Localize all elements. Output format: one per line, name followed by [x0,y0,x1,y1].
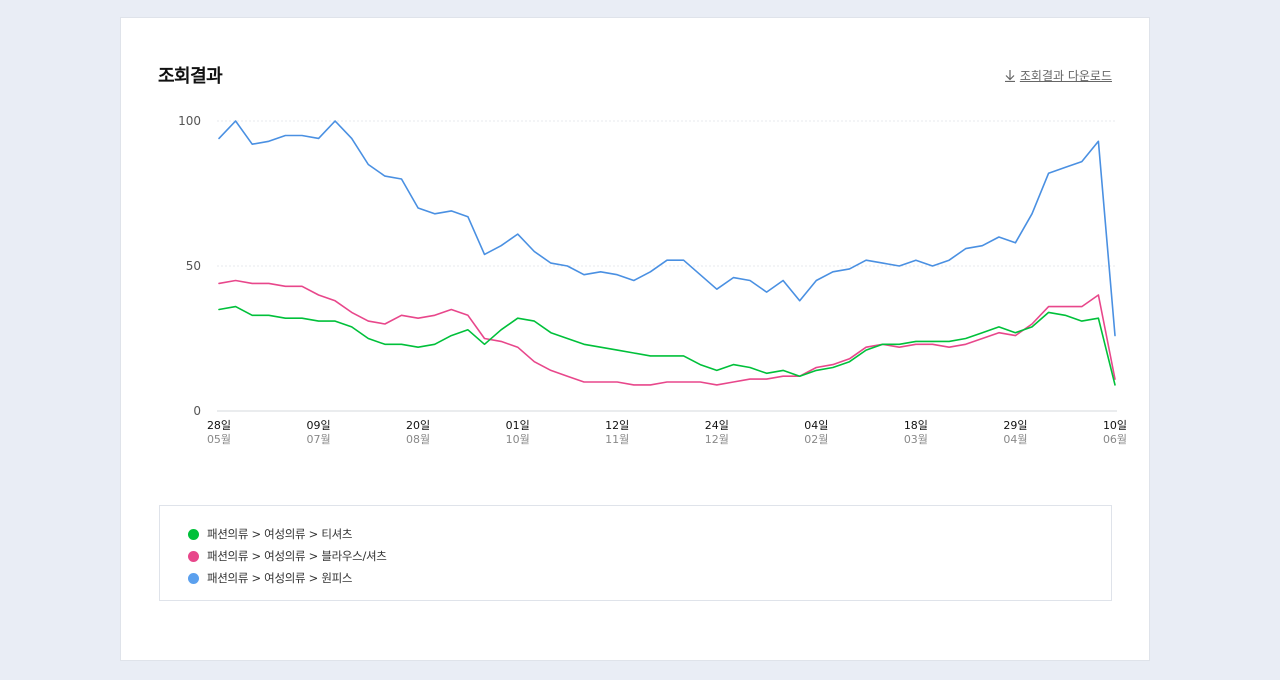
legend-item[interactable]: 패션의류 > 여성의류 > 티셔츠 [188,523,1111,545]
legend-item[interactable]: 패션의류 > 여성의류 > 원피스 [188,567,1111,589]
x-tick-month-label: 03월 [904,433,928,446]
download-results-button[interactable]: 조회결과 다운로드 [1004,67,1112,84]
x-tick-month-label: 05월 [207,433,231,446]
legend-dot [188,572,199,584]
legend-dot [188,528,199,540]
x-tick-month-label: 06월 [1103,433,1127,446]
x-tick-day-label: 09일 [306,418,330,432]
panel-title: 조회결과 [158,66,223,87]
x-tick-month-label: 11월 [605,433,629,446]
legend-label: 패션의류 > 여성의류 > 블라우스/셔츠 [207,549,387,563]
x-tick-day-label: 01일 [506,418,530,432]
x-tick-day-label: 10일 [1103,418,1127,432]
x-tick-day-label: 28일 [207,418,231,432]
download-icon [1004,69,1016,82]
x-tick-month-label: 04월 [1003,433,1027,446]
legend-item[interactable]: 패션의류 > 여성의류 > 블라우스/셔츠 [188,545,1111,567]
y-tick-label: 0 [193,404,201,418]
legend-dot [188,550,199,562]
legend-label: 패션의류 > 여성의류 > 원피스 [207,571,353,585]
x-tick-day-label: 20일 [406,418,430,432]
x-tick-day-label: 18일 [904,418,928,432]
x-tick-month-label: 12월 [705,433,729,446]
series-line [218,305,1116,386]
x-tick-day-label: 29일 [1003,418,1027,432]
chart-legend: 패션의류 > 여성의류 > 티셔츠 패션의류 > 여성의류 > 블라우스/셔츠 … [159,505,1112,601]
x-tick-month-label: 02월 [804,433,828,446]
y-tick-label: 100 [178,114,201,128]
results-panel: 조회결과 조회결과 다운로드 100 50 0 28일 05월 09일 07월 20일 08월… [120,17,1150,661]
x-tick-month-label: 10월 [506,433,530,446]
legend-label: 패션의류 > 여성의류 > 티셔츠 [207,527,353,541]
series-line [218,120,1116,337]
x-tick-month-label: 07월 [306,433,330,446]
x-tick-day-label: 24일 [705,418,729,432]
series-line [218,279,1116,386]
x-tick-day-label: 12일 [605,418,629,432]
x-tick-day-label: 04일 [804,418,828,432]
x-tick-month-label: 08월 [406,433,430,446]
y-tick-label: 50 [186,259,201,273]
download-results-label: 조회결과 다운로드 [1019,69,1112,83]
